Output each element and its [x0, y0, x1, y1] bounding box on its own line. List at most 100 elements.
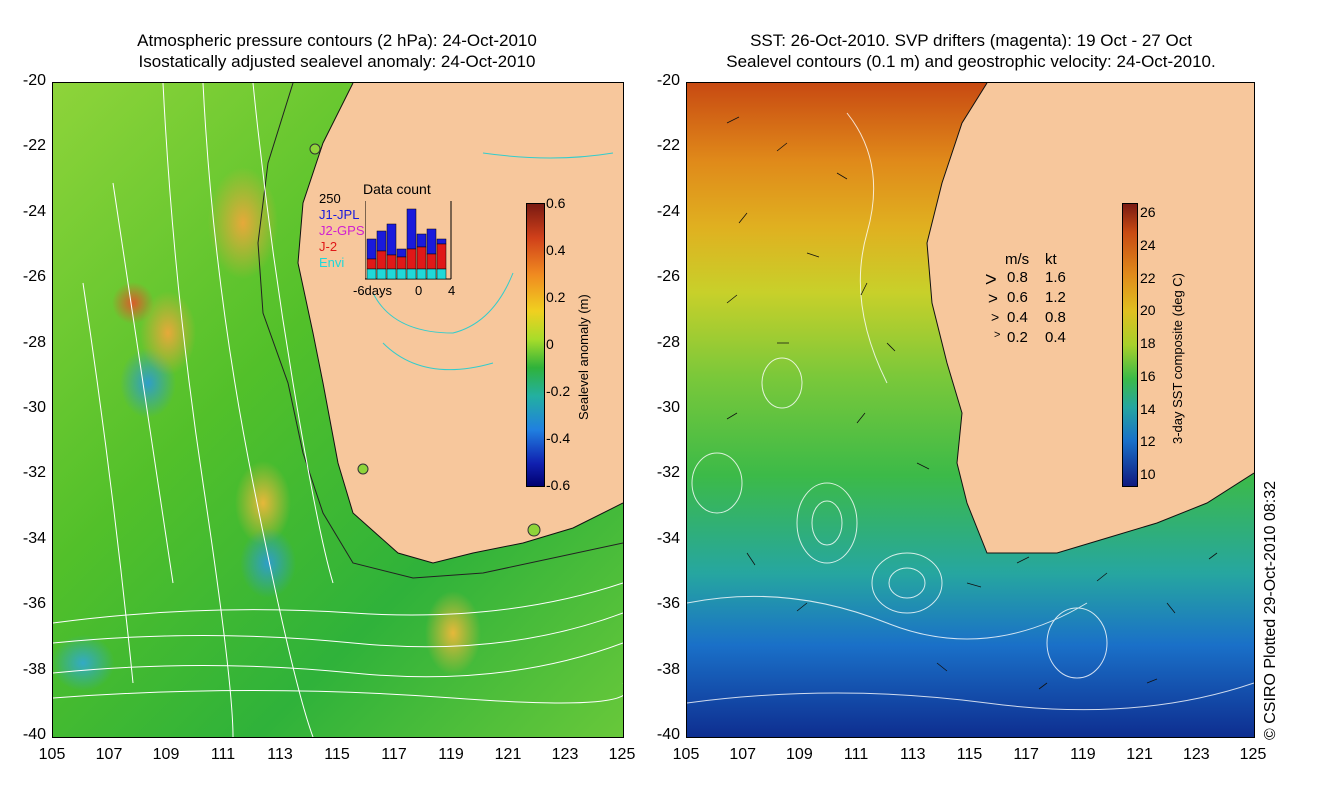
- velocity-legend-text: 0.4: [1007, 309, 1028, 326]
- velocity-legend-text: 0.8: [1045, 309, 1066, 326]
- right-y-tick: -38: [656, 660, 680, 678]
- left-x-tick: 121: [494, 746, 522, 763]
- velocity-legend-text: 1.6: [1045, 269, 1066, 286]
- right-x-tick: 113: [900, 746, 926, 763]
- left-title-line2: Isostatically adjusted sealevel anomaly:…: [138, 52, 536, 71]
- velocity-legend-text: kt: [1045, 251, 1057, 268]
- colorbar-tick: 10: [1140, 466, 1156, 482]
- hist-bar: [416, 268, 427, 280]
- tide-gauge-2: [357, 463, 369, 475]
- right-x-tick: 125: [1239, 746, 1267, 763]
- right-y-tick: -36: [656, 595, 680, 613]
- left-y-tick: -30: [22, 399, 46, 416]
- right-y-tick: -26: [656, 268, 680, 286]
- sealevel-colorbar: [526, 203, 545, 487]
- right-x-tick: 117: [1013, 746, 1039, 763]
- hist-bars: [365, 201, 452, 280]
- velocity-arrow-icon: >: [988, 289, 998, 308]
- left-y-tick: -40: [22, 726, 46, 743]
- pressure-contours: [53, 83, 623, 737]
- hist-bar: [416, 246, 427, 270]
- hist-bar: [426, 253, 437, 270]
- hist-legend-item: J1-JPL: [319, 207, 360, 222]
- left-x-tick: 111: [210, 746, 236, 763]
- tide-gauge-1: [309, 143, 321, 155]
- hist-bar: [436, 243, 447, 270]
- hist-bar: [426, 228, 437, 255]
- left-x-tick: 119: [438, 746, 464, 763]
- isobath-2: [382, 342, 494, 371]
- hist-bar: [396, 268, 407, 280]
- left-x-tick: 109: [152, 746, 180, 763]
- left-x-tick: 105: [38, 746, 66, 763]
- left-x-tick: 125: [608, 746, 636, 763]
- velocity-arrow-icon: >: [994, 329, 1001, 341]
- left-y-tick: -26: [22, 268, 46, 286]
- colorbar-tick: 0.4: [546, 242, 566, 258]
- sealevel-colorbar-label: Sealevel anomaly (m): [576, 294, 591, 420]
- hist-xlabel-1: 0: [415, 283, 423, 298]
- hist-bar: [436, 238, 447, 245]
- right-x-tick: 115: [956, 746, 983, 763]
- colorbar-tick: 18: [1140, 335, 1156, 351]
- hist-legend-item: J2-GPS: [319, 223, 365, 238]
- colorbar-tick: 22: [1140, 269, 1156, 286]
- right-y-tick: -40: [656, 726, 680, 743]
- isobath-3: [482, 152, 614, 159]
- left-y-tick: -32: [22, 464, 46, 482]
- left-panel-title: Atmospheric pressure contours (2 hPa): 2…: [52, 30, 622, 72]
- right-x-tick: 119: [1070, 746, 1096, 763]
- colorbar-tick: 14: [1140, 400, 1156, 417]
- hist-bar: [366, 268, 377, 280]
- left-y-tick: -36: [22, 595, 46, 613]
- sealevel-contours: [687, 112, 1254, 711]
- left-y-tick: -34: [22, 529, 46, 547]
- left-x-tick: 115: [324, 746, 350, 763]
- left-title-line1: Atmospheric pressure contours (2 hPa): 2…: [137, 31, 537, 50]
- left-x-tick: 107: [95, 746, 123, 763]
- hist-bar: [386, 268, 397, 280]
- velocity-legend-text: 0.4: [1045, 329, 1066, 346]
- hist-bar: [386, 254, 397, 270]
- colorbar-tick: 12: [1140, 433, 1156, 450]
- left-y-tick: -38: [22, 660, 46, 678]
- colorbar-tick: -0.2: [546, 383, 571, 399]
- left-y-tick: -20: [22, 72, 46, 89]
- velocity-legend-text: 0.6: [1007, 289, 1028, 306]
- coastline-sst: [926, 83, 1254, 554]
- left-x-tick: 117: [381, 746, 407, 763]
- shelf-edge: [257, 83, 623, 579]
- copyright-notice: © CSIRO Plotted 29-Oct-2010 08:32: [1262, 480, 1279, 740]
- isobath-1: [372, 272, 514, 334]
- hist-bar: [376, 250, 387, 270]
- tide-gauge-3: [527, 523, 541, 537]
- velocity-arrow-icon: >: [985, 269, 997, 291]
- sst-colorbar-label: 3-day SST composite (deg C): [1170, 273, 1185, 444]
- right-x-tick: 123: [1182, 746, 1210, 763]
- colorbar-tick: 0.6: [546, 195, 566, 211]
- right-y-tick: -32: [656, 464, 680, 482]
- hist-bar: [376, 230, 387, 252]
- right-panel-title: SST: 26-Oct-2010. SVP drifters (magenta)…: [686, 30, 1256, 72]
- right-y-tick: -20: [656, 72, 680, 89]
- left-y-tick: -24: [22, 202, 46, 220]
- right-x-tick: 111: [843, 746, 869, 763]
- colorbar-tick: 0.2: [546, 289, 566, 305]
- hist-legend-item: Envi: [319, 255, 345, 270]
- right-x-tick: 105: [672, 746, 700, 763]
- right-y-tick: -28: [656, 333, 680, 351]
- hist-bar: [366, 238, 377, 260]
- sst-colorbar: [1122, 203, 1138, 487]
- hist-bar: [436, 268, 447, 280]
- right-x-tick: 109: [786, 746, 813, 763]
- colorbar-tick: 16: [1140, 367, 1156, 384]
- left-y-tick: -22: [22, 137, 46, 155]
- left-y-tick: -28: [22, 333, 46, 351]
- right-x-tick: 107: [729, 746, 757, 763]
- hist-xlabel-2: 4: [448, 283, 456, 298]
- hist-bar: [406, 268, 417, 280]
- colorbar-tick: 0: [546, 336, 554, 352]
- velocity-arrows: [726, 116, 1218, 690]
- hist-title: Data count: [363, 181, 431, 197]
- velocity-legend-text: 1.2: [1045, 289, 1066, 306]
